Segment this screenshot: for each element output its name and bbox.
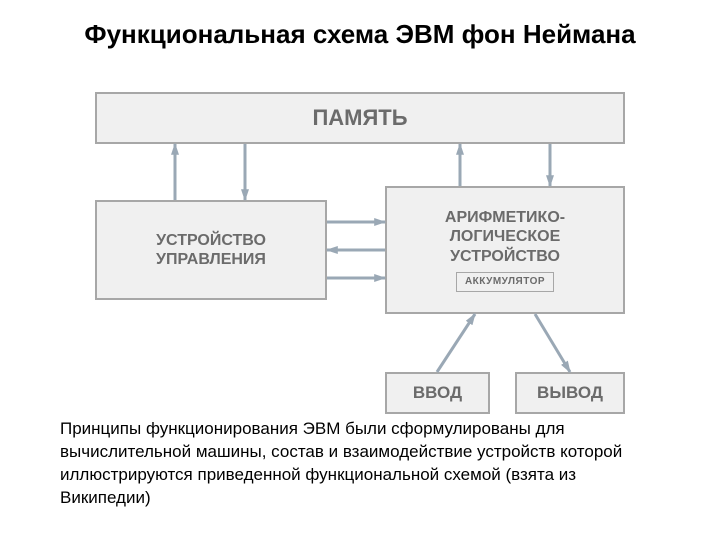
- caption-text: Принципы функционирования ЭВМ были сформ…: [60, 418, 660, 510]
- arrow: [535, 314, 570, 372]
- input-box: ВВОД: [385, 372, 490, 414]
- output-box: ВЫВОД: [515, 372, 625, 414]
- input-label: ВВОД: [413, 383, 462, 403]
- memory-label: ПАМЯТЬ: [312, 105, 407, 131]
- output-label: ВЫВОД: [537, 383, 603, 403]
- memory-box: ПАМЯТЬ: [95, 92, 625, 144]
- accumulator-subbox: АККУМУЛЯТОР: [456, 272, 554, 292]
- page-title: Функциональная схема ЭВМ фон Неймана: [0, 0, 720, 51]
- von-neumann-diagram: ПАМЯТЬ УСТРОЙСТВО УПРАВЛЕНИЯ АРИФМЕТИКО-…: [95, 92, 625, 422]
- control-unit-box: УСТРОЙСТВО УПРАВЛЕНИЯ: [95, 200, 327, 300]
- accumulator-label: АККУМУЛЯТОР: [465, 276, 545, 287]
- control-unit-label: УСТРОЙСТВО УПРАВЛЕНИЯ: [107, 231, 315, 269]
- arrow: [437, 314, 475, 372]
- alu-label: АРИФМЕТИКО-ЛОГИЧЕСКОЕ УСТРОЙСТВО: [397, 208, 613, 266]
- alu-box: АРИФМЕТИКО-ЛОГИЧЕСКОЕ УСТРОЙСТВО АККУМУЛ…: [385, 186, 625, 314]
